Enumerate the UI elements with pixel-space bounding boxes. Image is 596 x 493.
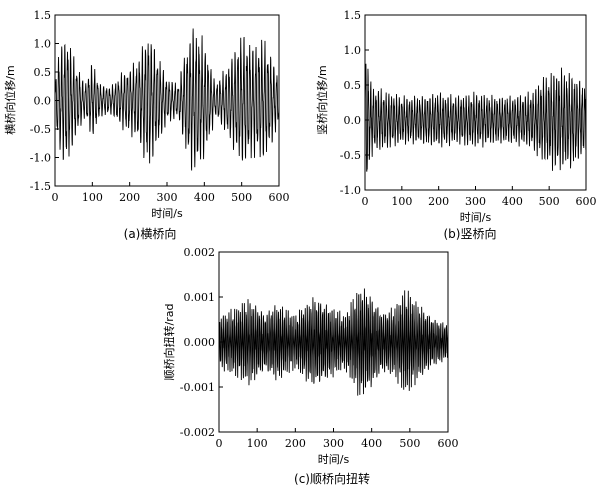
chart-caption: (a)横桥向 (124, 226, 177, 241)
x-tick-label: 500 (231, 191, 252, 204)
x-tick-label: 500 (539, 195, 560, 208)
x-tick-label: 100 (82, 191, 103, 204)
y-tick-label: 1.0 (344, 44, 362, 57)
x-tick-label: 200 (285, 437, 306, 450)
y-tick-label: 1.5 (34, 9, 52, 22)
y-tick-label: 1.0 (34, 38, 52, 51)
x-tick-label: 200 (119, 191, 140, 204)
series-line (364, 63, 587, 172)
x-tick-label: 100 (247, 437, 268, 450)
y-tick-label: 0.5 (344, 79, 362, 92)
y-tick-label: -1.0 (30, 152, 51, 165)
y-tick-label: 0.001 (184, 291, 216, 304)
y-tick-label: 0.0 (34, 95, 52, 108)
x-tick-label: 400 (194, 191, 215, 204)
chart-c: 0 100 200 300 400 500 600 0.002 0.001 0.000 -0.001… (162, 246, 459, 486)
y-tick-label: 0.002 (184, 246, 216, 259)
x-tick-label: 0 (52, 191, 59, 204)
y-tick-label: 0.0 (344, 114, 362, 127)
chart-a: 0 100 200 300 400 500 600 1.5 1.0 0.5 0.0 -0.5 -1.0 -… (3, 9, 290, 241)
y-tick-label: 0.5 (34, 66, 52, 79)
y-tick-label: -0.002 (180, 426, 215, 439)
x-tick-label: 300 (323, 437, 344, 450)
x-tick-label: 100 (391, 195, 412, 208)
x-tick-label: 400 (361, 437, 382, 450)
x-tick-label: 600 (576, 195, 596, 208)
y-tick-label: -1.0 (340, 184, 361, 197)
y-tick-label: 1.5 (344, 9, 362, 22)
series-line (218, 288, 449, 396)
x-tick-label: 200 (428, 195, 449, 208)
y-axis-label: 横桥向位移/m (3, 65, 17, 134)
x-axis-label: 时间/s (460, 211, 492, 224)
y-tick-label: -0.5 (30, 123, 51, 136)
y-tick-label: -0.5 (340, 149, 361, 162)
y-axis-label: 竖桥向位移/m (315, 65, 329, 134)
series-line (54, 28, 280, 171)
chart-caption: (b)竖桥向 (444, 226, 497, 241)
x-tick-label: 300 (157, 191, 178, 204)
x-tick-label: 600 (269, 191, 290, 204)
x-axis-label: 时间/s (318, 453, 350, 466)
chart-b: 0 100 200 300 400 500 600 1.5 1.0 0.5 0.0 -0.5 -1.0 时… (315, 9, 596, 241)
x-tick-label: 500 (399, 437, 420, 450)
x-tick-label: 400 (502, 195, 523, 208)
x-tick-label: 300 (465, 195, 486, 208)
x-tick-label: 600 (438, 437, 459, 450)
y-axis-label: 顺桥向扭转/rad (162, 304, 176, 381)
y-tick-label: 0.000 (184, 336, 216, 349)
y-tick-label: -0.001 (180, 381, 215, 394)
x-tick-label: 0 (362, 195, 369, 208)
x-tick-label: 0 (216, 437, 223, 450)
y-tick-label: -1.5 (30, 180, 51, 193)
x-axis-label: 时间/s (151, 207, 183, 220)
chart-caption: (c)顺桥向扭转 (294, 471, 370, 486)
